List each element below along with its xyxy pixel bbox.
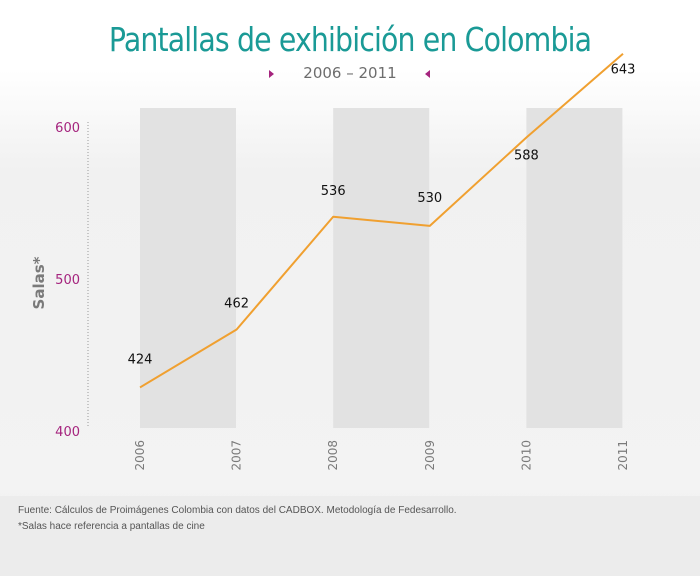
line-chart: 400 500 600 Salas* 2006 2007 2008 2009 2010 2011 4…	[30, 52, 636, 471]
x-tick-label: 2009	[423, 440, 437, 471]
x-tick-label: 2007	[230, 440, 244, 471]
subtitle: 2006 – 2011	[303, 64, 397, 82]
column-band	[333, 108, 430, 428]
page-title: Pantallas de exhibición en Colombia	[108, 20, 592, 59]
x-tick-label: 2010	[519, 440, 533, 471]
triangle-right-icon	[269, 70, 274, 78]
x-tick-label: 2008	[326, 440, 340, 471]
triangle-left-icon	[425, 70, 430, 78]
data-label: 530	[417, 191, 442, 206]
y-tick-label: 500	[55, 273, 80, 288]
data-label: 536	[321, 184, 346, 199]
x-tick-label: 2006	[133, 440, 147, 471]
column-band	[140, 108, 236, 428]
series-line	[139, 52, 624, 389]
footer: Fuente: Cálculos de Proimágenes Colombia…	[0, 496, 700, 576]
data-label: 643	[611, 63, 636, 78]
data-label: 462	[224, 297, 249, 312]
data-label: 424	[128, 352, 153, 367]
column-band	[526, 108, 623, 428]
x-tick-label: 2011	[616, 440, 630, 471]
subtitle-row: 2006 – 2011	[0, 64, 700, 88]
y-tick-label: 400	[55, 425, 80, 440]
y-axis-label: Salas*	[30, 256, 48, 309]
y-tick-label: 600	[55, 121, 80, 136]
source-note: Fuente: Cálculos de Proimágenes Colombia…	[18, 505, 457, 516]
data-label: 588	[514, 149, 539, 164]
footnote: *Salas hace referencia a pantallas de ci…	[18, 521, 205, 532]
